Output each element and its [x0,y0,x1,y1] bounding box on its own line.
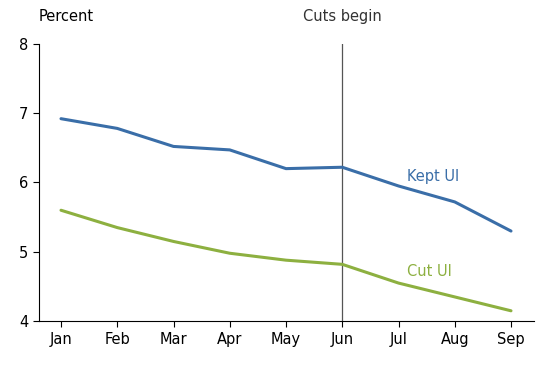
Text: Cut UI: Cut UI [407,264,452,279]
Text: Percent: Percent [39,9,94,24]
Text: Kept UI: Kept UI [407,169,459,184]
Text: Cuts begin: Cuts begin [303,9,382,24]
